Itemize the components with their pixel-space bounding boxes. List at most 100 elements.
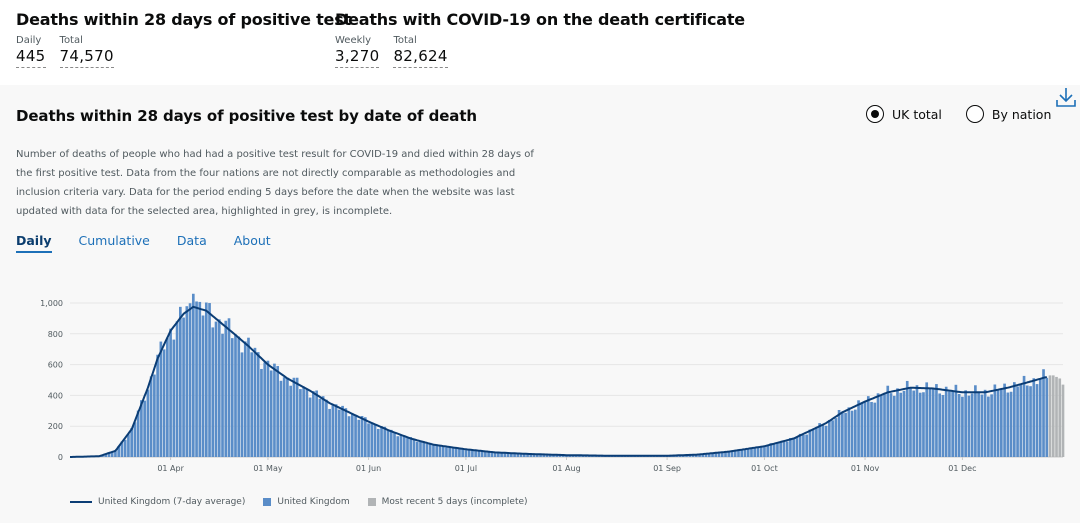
total-value[interactable]: 74,570 [59,47,114,68]
bar-daily [328,408,331,457]
bar-daily [393,432,396,457]
headline-title: Deaths with COVID-19 on the death certif… [335,10,745,29]
x-tick-label: 01 Jul [455,464,477,473]
bar-daily [363,417,367,457]
bar-daily [766,445,770,457]
bar-daily [347,416,351,457]
legend-label: Most recent 5 days (incomplete) [381,497,528,507]
bar-daily [159,341,163,457]
bar-daily [227,318,231,457]
bar-daily [441,446,445,457]
bar-daily [282,377,286,457]
bar-daily [746,448,750,457]
bar-daily [172,339,176,457]
radio-unselected-icon[interactable] [965,105,984,123]
bar-daily [756,448,760,457]
bar-daily [146,389,150,457]
daily-value[interactable]: 445 [16,47,46,68]
bar-daily [769,443,773,457]
bar-daily [964,390,967,457]
total-label: Total [59,35,83,46]
y-tick-label: 600 [48,361,63,370]
bar-daily [120,441,124,457]
bar-daily [935,384,938,457]
bar-daily [519,453,523,457]
legend-item-average[interactable]: United Kingdom (7-day average) [70,497,245,507]
weekly-value[interactable]: 3,270 [335,47,380,68]
bar-daily [211,327,215,457]
bar-daily [837,409,841,457]
bar-daily [114,450,117,457]
bar-daily [951,390,954,457]
bar-daily [107,453,111,457]
bar-daily [782,441,786,457]
bar-daily [938,393,942,457]
bar-daily [143,400,146,457]
radio-uk-total[interactable]: UK total [866,105,942,123]
bar-daily [529,454,533,457]
bar-daily [1006,392,1010,457]
legend-item-daily[interactable]: United Kingdom [263,497,350,507]
tab-cumulative[interactable]: Cumulative [78,233,150,248]
bar-daily [198,301,202,457]
bar-daily [412,438,416,457]
bar-daily [944,386,948,457]
bar-daily [824,425,828,457]
bar-daily [149,376,153,457]
bar-daily [331,404,335,457]
bar-daily [467,449,471,457]
bar-daily [117,446,121,457]
bar-daily [240,352,244,457]
bar-daily [454,448,458,457]
bar-daily [876,393,880,457]
bar-daily [224,320,228,457]
bar-daily [516,453,520,457]
bar-daily [1019,383,1023,457]
bar-daily [844,412,847,457]
x-tick-label: 01 Aug [552,464,580,473]
tab-daily[interactable]: Daily [16,233,52,253]
bar-daily [993,384,997,457]
radio-by-nation[interactable]: By nation [965,105,1051,123]
bar-daily [539,454,542,457]
chart-tabs: Daily Cumulative Data About [16,233,271,253]
bar-daily [153,374,156,457]
total-value[interactable]: 82,624 [393,47,448,68]
bar-incomplete [1048,375,1052,457]
bar-daily [967,395,971,457]
chart-card: Deaths within 28 days of positive test b… [0,85,1080,523]
bar-daily [289,385,292,457]
bar-daily [750,447,753,457]
bar-daily [1042,369,1045,457]
legend-item-incomplete[interactable]: Most recent 5 days (incomplete) [367,497,528,507]
x-tick-label: 01 Oct [751,464,778,473]
bar-incomplete [1058,378,1062,457]
bar-daily [740,449,744,457]
bar-daily [717,452,721,457]
bar-daily [759,446,763,457]
deaths-chart[interactable]: 0 200 400 600 800 1,000 01 Apr 01 May 01 Jun 01 J… [0,285,1080,485]
radio-selected-icon[interactable] [866,105,884,123]
bar-daily [370,422,374,457]
legend-label: United Kingdom (7-day average) [98,497,246,507]
bar-daily [318,398,322,457]
bar-daily [558,454,562,457]
chart-description: Number of deaths of people who had had a… [16,149,534,217]
bar-daily [299,389,302,457]
bar-daily [243,341,247,457]
bar-daily [987,396,990,457]
x-tick-label: 01 Apr [157,464,184,473]
bar-daily [685,455,688,457]
bar-daily [133,422,137,457]
bar-daily [490,452,494,457]
bar-daily [253,347,257,457]
bar-incomplete [1061,384,1065,457]
bar-daily [188,303,192,457]
tab-about[interactable]: About [233,233,271,248]
bar-daily [373,424,377,457]
bar-daily [763,446,766,457]
tab-data[interactable]: Data [176,233,207,248]
bar-daily [383,426,387,457]
bar-daily [367,423,370,457]
download-icon[interactable] [1054,85,1078,109]
